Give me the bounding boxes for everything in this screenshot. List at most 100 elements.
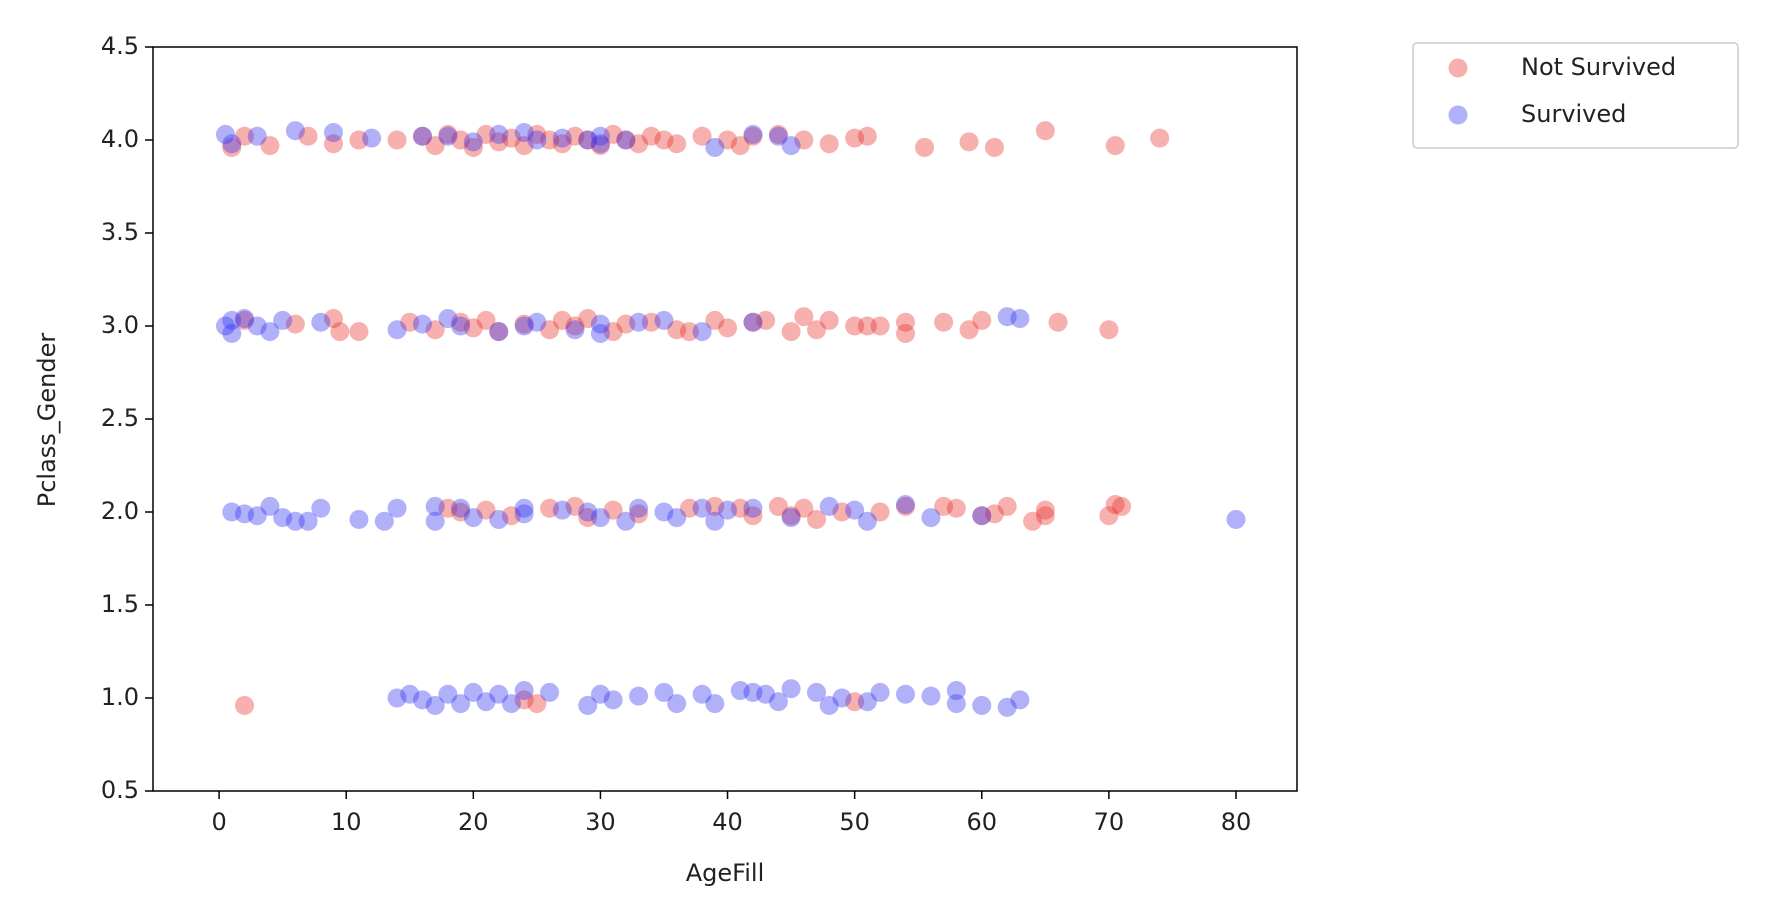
point bbox=[870, 502, 890, 522]
point bbox=[425, 320, 445, 340]
point bbox=[667, 134, 687, 154]
point bbox=[705, 137, 725, 157]
point bbox=[972, 506, 992, 526]
point bbox=[260, 136, 280, 156]
point bbox=[972, 695, 992, 715]
point bbox=[514, 681, 534, 701]
point bbox=[323, 123, 343, 143]
point bbox=[565, 316, 585, 336]
x-tick-label: 10 bbox=[331, 808, 362, 836]
point bbox=[603, 690, 623, 710]
point bbox=[730, 681, 750, 701]
point bbox=[514, 504, 534, 524]
point bbox=[667, 694, 687, 714]
point bbox=[730, 136, 750, 156]
point bbox=[323, 134, 343, 154]
point bbox=[743, 682, 763, 702]
point bbox=[215, 124, 235, 144]
point bbox=[1035, 506, 1055, 526]
point bbox=[311, 312, 331, 332]
point bbox=[476, 124, 496, 144]
point bbox=[451, 316, 471, 336]
point bbox=[629, 312, 649, 332]
point bbox=[438, 126, 458, 146]
point bbox=[718, 318, 738, 338]
point bbox=[997, 697, 1017, 717]
legend-label: Survived bbox=[1521, 100, 1626, 128]
y-tick-label: 3.5 bbox=[101, 218, 139, 246]
point bbox=[235, 504, 255, 524]
point bbox=[946, 498, 966, 518]
x-tick-label: 0 bbox=[211, 808, 226, 836]
point bbox=[260, 322, 280, 342]
point bbox=[629, 504, 649, 524]
point bbox=[349, 130, 369, 150]
point bbox=[590, 323, 610, 343]
point bbox=[857, 511, 877, 531]
point bbox=[654, 130, 674, 150]
point bbox=[400, 312, 420, 332]
x-tick-label: 40 bbox=[712, 808, 743, 836]
y-axis-label: Pclass_Gender bbox=[33, 333, 61, 508]
point bbox=[679, 498, 699, 518]
point bbox=[412, 690, 432, 710]
point bbox=[705, 310, 725, 330]
point bbox=[540, 130, 560, 150]
plot-frame bbox=[152, 46, 1298, 792]
point bbox=[819, 496, 839, 516]
point bbox=[451, 130, 471, 150]
point bbox=[692, 684, 712, 704]
point bbox=[781, 508, 801, 528]
point bbox=[285, 314, 305, 334]
point bbox=[590, 684, 610, 704]
point bbox=[451, 694, 471, 714]
x-tick-label: 70 bbox=[1094, 808, 1125, 836]
point bbox=[1105, 136, 1125, 156]
point bbox=[743, 312, 763, 332]
point bbox=[578, 130, 598, 150]
point bbox=[565, 496, 585, 516]
point bbox=[1035, 500, 1055, 520]
point bbox=[501, 506, 521, 526]
point bbox=[222, 310, 242, 330]
point bbox=[463, 137, 483, 157]
point bbox=[222, 134, 242, 154]
point bbox=[667, 320, 687, 340]
point bbox=[578, 695, 598, 715]
point bbox=[870, 682, 890, 702]
point bbox=[590, 136, 610, 156]
point bbox=[895, 495, 915, 515]
point bbox=[895, 312, 915, 332]
point bbox=[235, 310, 255, 330]
point bbox=[743, 124, 763, 144]
point bbox=[946, 694, 966, 714]
point bbox=[438, 309, 458, 329]
point bbox=[768, 692, 788, 712]
point bbox=[311, 498, 331, 518]
point bbox=[832, 688, 852, 708]
point bbox=[527, 312, 547, 332]
point bbox=[222, 502, 242, 522]
y-tick-label: 1.5 bbox=[101, 590, 139, 618]
legend-marker bbox=[1448, 105, 1468, 125]
point bbox=[514, 123, 534, 143]
point bbox=[451, 498, 471, 518]
point bbox=[438, 498, 458, 518]
point bbox=[845, 128, 865, 148]
point bbox=[514, 314, 534, 334]
point bbox=[387, 688, 407, 708]
point bbox=[247, 126, 267, 146]
point bbox=[298, 511, 318, 531]
x-tick-label: 30 bbox=[585, 808, 616, 836]
point bbox=[603, 322, 623, 342]
point bbox=[870, 316, 890, 336]
point bbox=[705, 694, 725, 714]
point bbox=[235, 126, 255, 146]
point bbox=[463, 682, 483, 702]
point bbox=[565, 126, 585, 146]
point bbox=[552, 310, 572, 330]
point bbox=[972, 506, 992, 526]
point bbox=[743, 312, 763, 332]
point bbox=[514, 690, 534, 710]
point bbox=[1010, 309, 1030, 329]
